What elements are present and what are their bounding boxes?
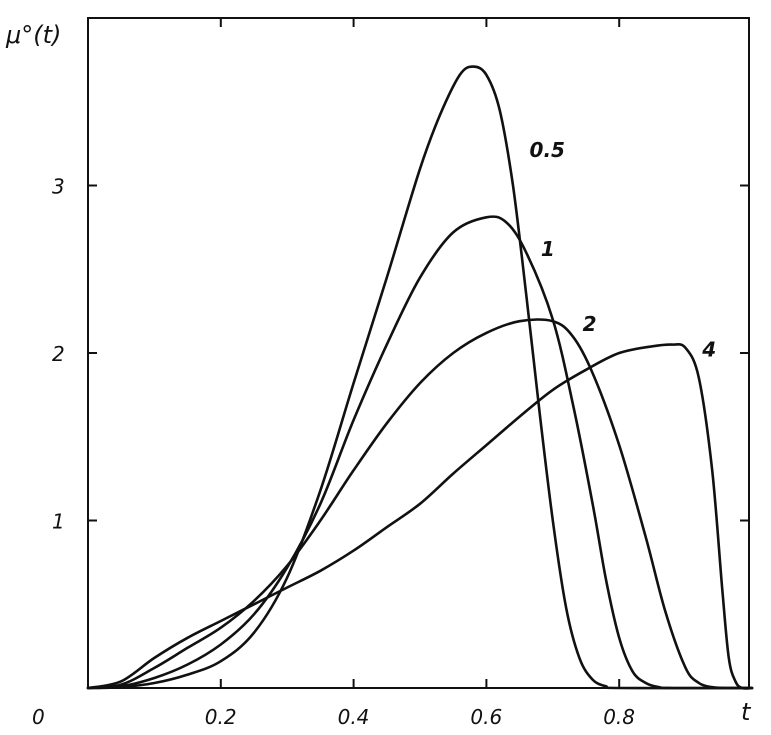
y-axis-title: μ°(t) — [5, 21, 61, 49]
curve-4 — [86, 343, 754, 690]
x-tick-label: 0.4 — [338, 705, 370, 729]
y-tick-label: 2 — [52, 342, 65, 366]
curve-labels: 0.5 1 2 4 — [530, 138, 717, 361]
y-axis-ticks: 1 2 3 — [52, 175, 749, 534]
origin-label: 0 — [32, 705, 45, 729]
x-axis-title: t — [741, 698, 752, 726]
curve-1 — [86, 215, 754, 690]
curve-label-1: 1 — [541, 237, 555, 261]
x-axis-ticks: 0.2 0.4 0.6 0.8 — [205, 18, 635, 729]
curve-0.5 — [86, 65, 754, 690]
curves — [86, 65, 754, 690]
x-tick-label: 0.6 — [470, 705, 502, 729]
curve-label-4: 4 — [701, 337, 716, 361]
y-tick-label: 1 — [52, 510, 65, 534]
x-tick-label: 0.2 — [205, 705, 237, 729]
y-tick-label: 3 — [52, 175, 65, 199]
plot-frame — [87, 17, 750, 689]
curve-label-0.5: 0.5 — [530, 138, 565, 162]
x-tick-label: 0.8 — [603, 705, 635, 729]
curve-label-2: 2 — [583, 312, 597, 336]
curve-2 — [86, 318, 754, 690]
